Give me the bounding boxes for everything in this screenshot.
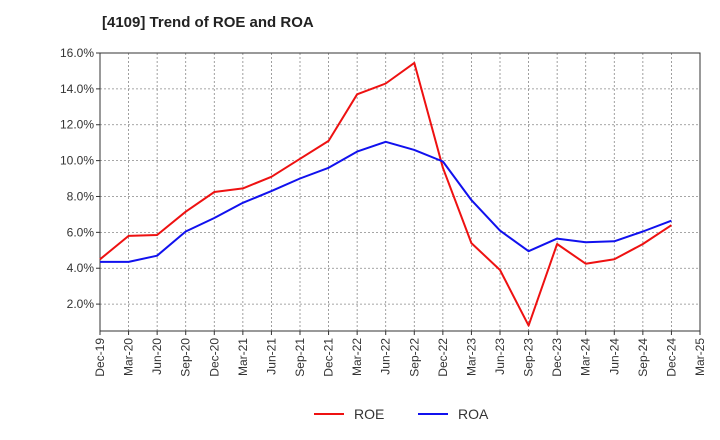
x-tick-label: Sep-24 xyxy=(636,338,650,377)
y-tick-label: 16.0% xyxy=(60,46,94,60)
x-tick-label: Mar-23 xyxy=(464,338,478,376)
x-tick-label: Mar-21 xyxy=(236,338,250,376)
plot-border xyxy=(99,52,701,332)
x-tick-label: Jun-21 xyxy=(264,338,278,375)
x-tick-label: Mar-22 xyxy=(350,338,364,376)
x-tick-label: Jun-23 xyxy=(493,338,507,375)
x-tick-label: Mar-20 xyxy=(122,338,136,376)
y-tick-label: 4.0% xyxy=(67,261,95,275)
y-tick-label: 2.0% xyxy=(67,297,95,311)
x-tick-label: Dec-20 xyxy=(207,338,221,377)
x-tick-label: Sep-22 xyxy=(407,338,421,377)
x-tick-label: Dec-19 xyxy=(93,338,107,377)
y-tick-label: 10.0% xyxy=(60,154,94,168)
y-tick-label: 8.0% xyxy=(67,189,95,203)
legend-label-roe: ROE xyxy=(354,406,384,422)
x-tick-label: Jun-22 xyxy=(379,338,393,375)
x-tick-label: Jun-24 xyxy=(607,338,621,375)
plot-area xyxy=(100,53,700,331)
x-tick-label: Sep-23 xyxy=(522,338,536,377)
x-tick-label: Dec-21 xyxy=(322,338,336,377)
x-tick-label: Dec-23 xyxy=(550,338,564,377)
legend-label-roa: ROA xyxy=(458,406,489,422)
x-tick-label: Sep-20 xyxy=(179,338,193,377)
series-line-roa xyxy=(100,140,672,263)
x-tick-label: Sep-21 xyxy=(293,338,307,377)
y-tick-label: 12.0% xyxy=(60,118,94,132)
x-tick-label: Dec-24 xyxy=(664,338,678,377)
x-tick-label: Mar-24 xyxy=(579,338,593,376)
y-tick-label: 14.0% xyxy=(60,82,94,96)
series-line-roe xyxy=(99,61,672,327)
chart-title: [4109] Trend of ROE and ROA xyxy=(102,14,314,31)
x-tick-label: Jun-20 xyxy=(150,338,164,375)
x-tick-label: Dec-22 xyxy=(436,338,450,377)
y-tick-label: 6.0% xyxy=(67,225,95,239)
x-tick-label: Mar-25 xyxy=(693,338,707,376)
